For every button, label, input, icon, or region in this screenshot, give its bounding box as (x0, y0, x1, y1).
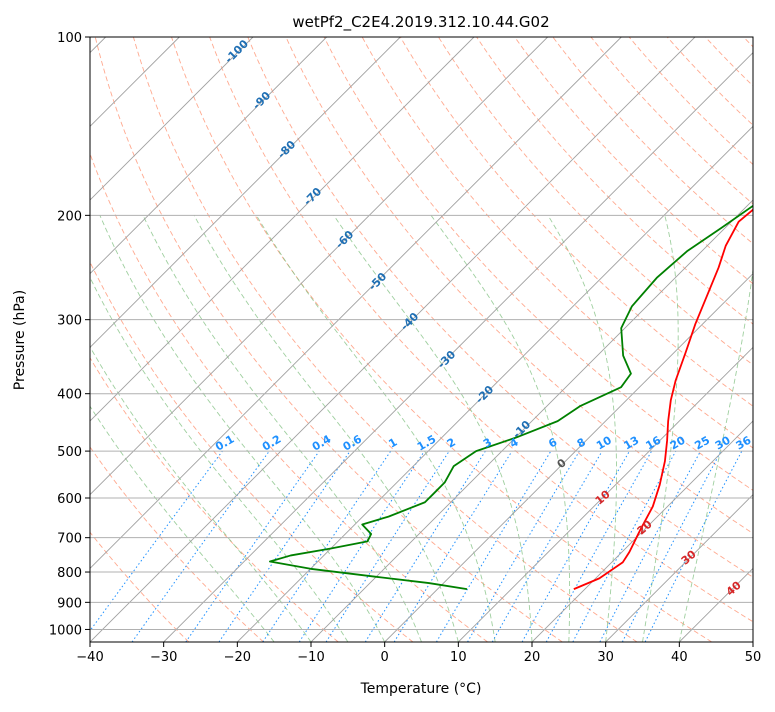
mixing-ratio-line (263, 451, 391, 642)
mixing-ratio-line (299, 451, 424, 642)
x-axis-label: Temperature (°C) (360, 681, 482, 697)
chart-title: wetPf2_C2E4.2019.312.10.44.G02 (292, 13, 549, 32)
mixing-ratio-line (622, 451, 721, 642)
dry-adiabat-line (693, 24, 775, 642)
x-tick-label: 40 (671, 650, 688, 665)
isotherm-label: -80 (275, 138, 298, 161)
dry-adiabat-line (769, 24, 775, 642)
isotherm-line (753, 37, 775, 642)
x-tick-label: 50 (745, 650, 762, 665)
mixing-ratio-line (600, 451, 701, 642)
dry-adiabat-line (618, 24, 775, 642)
mixing-ratio-line (436, 451, 550, 642)
dry-adiabats (0, 24, 775, 642)
y-tick-label: 800 (57, 566, 82, 581)
y-tick-label: 700 (57, 532, 82, 547)
dry-adiabat-line (0, 24, 264, 642)
mixing-ratio-label: 30 (713, 433, 733, 452)
isotherm-label: -40 (398, 310, 421, 333)
x-tick-label: −10 (297, 650, 324, 665)
x-tick-label: 20 (524, 650, 541, 665)
mixing-ratio-label: 8 (575, 435, 588, 450)
isotherm-line (679, 37, 775, 642)
y-tick-label: 600 (57, 492, 82, 507)
moist-adiabat-line (100, 215, 385, 642)
dry-adiabat-line (581, 24, 775, 642)
isotherms (0, 37, 775, 642)
moist-adiabat-line (679, 215, 758, 642)
mixing-ratio-label: 1 (386, 435, 399, 450)
mixing-ratio-label: 16 (644, 433, 664, 452)
moist-adiabat-line (0, 215, 274, 642)
y-tick-label: 400 (57, 388, 82, 403)
y-axis: 100 200 300 400 500 600 700 800 900 1000 (49, 31, 90, 638)
y-tick-label: 200 (57, 209, 82, 224)
isotherm-line (90, 37, 695, 642)
y-tick-label: 500 (57, 445, 82, 460)
isotherm-line (0, 37, 327, 642)
mixing-ratio-line (82, 451, 223, 642)
x-tick-label: −30 (150, 650, 177, 665)
moist-adiabat-label: 30 (679, 547, 699, 567)
moist-adiabat-line (194, 215, 458, 642)
isotherm-line (0, 37, 253, 642)
mixing-ratio-line (468, 451, 580, 642)
moist-adiabat-label: 0 (555, 456, 569, 471)
y-tick-label: 300 (57, 314, 82, 329)
dry-adiabat-line (430, 24, 775, 642)
mixing-ratio-label: 6 (546, 435, 559, 450)
isotherm-line (0, 37, 548, 642)
isotherm-label: -100 (222, 37, 251, 66)
dry-adiabat-line (130, 24, 637, 642)
mixing-ratio-label: 2 (445, 435, 458, 450)
isotherm-line (0, 37, 474, 642)
dry-adiabat-line (17, 24, 413, 642)
y-tick-label: 1000 (49, 623, 82, 638)
y-tick-label: 900 (57, 596, 82, 611)
mixing-ratio-label: 0.4 (310, 432, 334, 453)
mixing-ratio-label: 13 (621, 434, 641, 453)
mixing-ratio-label: 1.5 (415, 433, 438, 454)
isotherm-label: -50 (366, 270, 389, 293)
moist-adiabat-label: 40 (724, 578, 744, 598)
isotherm-label: -70 (301, 185, 324, 208)
mixing-ratio-line (219, 451, 350, 642)
dry-adiabat-line (656, 24, 775, 642)
dry-adiabat-line (280, 24, 775, 642)
dry-adiabat-line (543, 24, 775, 642)
x-tick-label: 10 (450, 650, 467, 665)
x-tick-label: 0 (381, 650, 389, 665)
isotherm-line (385, 37, 775, 642)
mixing-ratio-label: 0.6 (341, 432, 365, 453)
plot-frame (90, 37, 753, 642)
temperature-profile-line (574, 37, 775, 589)
x-tick-label: 30 (597, 650, 614, 665)
y-tick-label: 100 (57, 31, 82, 46)
y-axis-label: Pressure (hPa) (12, 290, 28, 390)
isotherm-label: -90 (250, 89, 273, 112)
moist-adiabat-line (334, 215, 532, 642)
isotherm-line (458, 37, 775, 642)
isotherm-line (311, 37, 775, 642)
x-tick-label: −20 (224, 650, 251, 665)
mixing-ratio-label: 0.1 (213, 433, 236, 454)
x-tick-label: −40 (76, 650, 103, 665)
x-axis: −40 −30 −20 −10 0 10 20 30 40 50 (76, 642, 761, 665)
mixing-ratio-label: 0.2 (260, 433, 283, 454)
mixing-ratio-label: 10 (594, 433, 614, 452)
mixing-ratio-label: 36 (734, 433, 754, 452)
isotherm-line (0, 37, 400, 642)
